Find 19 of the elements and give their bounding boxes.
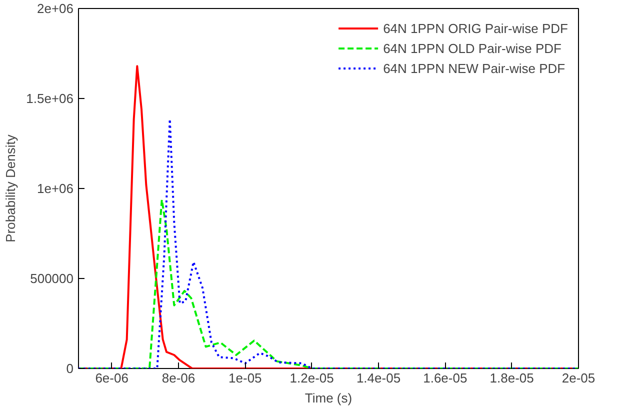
legend-label: 64N 1PPN OLD Pair-wise PDF [383, 40, 562, 56]
x-tick-label: 8e-06 [162, 370, 196, 386]
legend-label: 64N 1PPN ORIG Pair-wise PDF [383, 20, 568, 36]
y-axis-title: Probability Density [3, 134, 18, 242]
x-tick-label: 1.2e-05 [290, 370, 334, 386]
x-tick-label: 1e-05 [228, 370, 262, 386]
y-tick-label: 500000 [30, 271, 74, 286]
x-tick-label: 6e-06 [95, 370, 128, 386]
y-tick-label: 0 [66, 361, 74, 376]
line-series [78, 198, 578, 368]
legend-label: 64N 1PPN NEW Pair-wise PDF [383, 60, 566, 76]
x-tick-label: 1.8e-05 [490, 370, 534, 386]
x-tick-label: 1.4e-05 [356, 370, 401, 386]
y-tick-label: 1.5e+06 [26, 91, 74, 106]
x-tick-label: 1.6e-05 [423, 370, 468, 386]
x-axis-title: Time (s) [304, 390, 352, 406]
y-tick-label: 2e+06 [36, 1, 74, 16]
y-tick-label: 1e+06 [36, 181, 74, 196]
x-tick-label: 2e-05 [562, 370, 596, 386]
